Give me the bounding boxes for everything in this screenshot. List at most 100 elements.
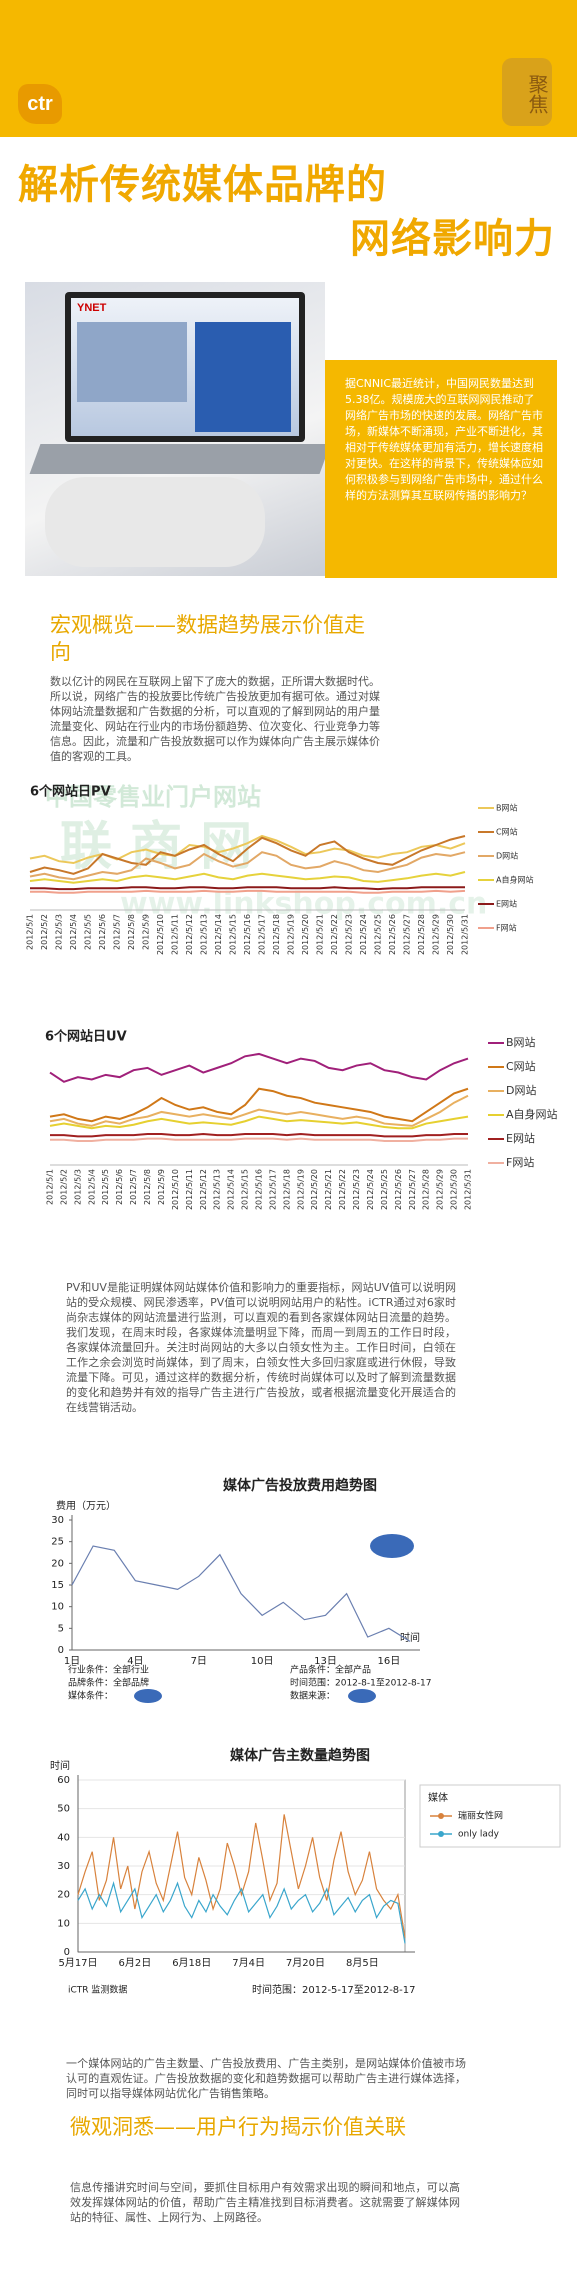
- time-range-text: 时间范围：2012-5-17至2012-8-17: [252, 1983, 416, 1996]
- x-tick-label: 2012/5/21: [324, 1169, 333, 1210]
- series-line: [49, 1052, 469, 1083]
- x-tick-label: 2012/5/1: [46, 1169, 55, 1205]
- header-band: [0, 0, 577, 137]
- x-tick-label: 2012/5/17: [258, 914, 267, 955]
- x-tick-label: 2012/5/19: [287, 914, 296, 955]
- y-tick-label: 60: [57, 1775, 70, 1786]
- legend-label: only lady: [458, 1830, 500, 1840]
- series-line: [49, 1115, 469, 1130]
- x-tick-label: 2012/5/18: [282, 1169, 291, 1210]
- x-tick-label: 2012/5/3: [73, 1169, 82, 1205]
- x-tick-label: 2012/5/15: [241, 1169, 250, 1210]
- series-line: [71, 1545, 411, 1642]
- x-tick-label: 5月17日: [58, 1957, 97, 1969]
- x-tick-label: 2012/5/12: [185, 914, 194, 955]
- x-tick-label: 2012/5/21: [316, 914, 325, 955]
- x-tick-label: 2012/5/1: [26, 914, 35, 950]
- series-line: [50, 1132, 468, 1138]
- sleeve: [45, 477, 265, 567]
- y-tick-label: 20: [57, 1890, 70, 1901]
- screen-ad: [195, 322, 291, 432]
- legend-label: C网站: [496, 827, 518, 837]
- x-tick-label: 2012/5/18: [272, 914, 281, 955]
- x-tick-label: 2012/5/6: [115, 1169, 124, 1205]
- series-line: [30, 889, 466, 894]
- footer-text: 数据来源：: [290, 1690, 335, 1702]
- y-tick-label: 5: [58, 1623, 64, 1634]
- photo: YNET: [25, 282, 331, 576]
- footer-text: 品牌条件：全部品牌: [68, 1677, 149, 1689]
- series-line: [29, 851, 466, 881]
- x-tick-label: 2012/5/29: [436, 1169, 445, 1210]
- legend-label: 瑞丽女性网: [458, 1810, 503, 1822]
- x-tick-label: 2012/5/30: [446, 914, 455, 955]
- series-line: [30, 886, 465, 891]
- legend-label: F网站: [506, 1155, 534, 1169]
- x-tick-label: 2012/5/5: [84, 914, 93, 950]
- chart-title: 6个网站日UV: [45, 1029, 127, 1045]
- x-tick-label: 2012/5/27: [403, 914, 412, 955]
- paragraph: 数以亿计的网民在互联网上留下了庞大的数据，正所谓大数据时代。所以说，网络广告的投…: [50, 675, 380, 763]
- x-tick-label: 2012/5/26: [388, 914, 397, 955]
- x-tick-label: 2012/5/16: [243, 914, 252, 955]
- title-line-1: 解析传统媒体品牌的: [18, 162, 387, 208]
- screen-brand: YNET: [77, 302, 107, 314]
- series-line: [77, 1814, 406, 1938]
- x-tick-label: 13日: [314, 1656, 337, 1667]
- x-tick-label: 1日: [64, 1656, 80, 1667]
- x-tick-label: 2012/5/15: [229, 914, 238, 955]
- x-tick-label: 7月4日: [232, 1957, 265, 1969]
- x-axis-label: 时间: [400, 1631, 420, 1644]
- legend-title: 媒体: [428, 1792, 448, 1804]
- marker-oval: [370, 1534, 414, 1558]
- footer-text: 产品条件：全部产品: [290, 1664, 371, 1676]
- legend-label: D网站: [496, 851, 518, 861]
- intro-box: 据CNNIC最近统计，中国网民数量达到5.38亿。规模庞大的互联网网民推动了网络…: [325, 360, 557, 578]
- x-tick-label: 2012/5/11: [185, 1169, 194, 1210]
- footer-text: 时间范围：2012-8-1至2012-8-17: [290, 1677, 431, 1689]
- laptop-screen: YNET: [65, 292, 305, 442]
- x-tick-label: 2012/5/24: [366, 1169, 375, 1210]
- logo: ctr: [18, 84, 62, 124]
- paragraph: 信息传播讲究时间与空间，要抓住目标用户有效需求出现的瞬间和地点，可以高效发挥媒体…: [70, 2181, 460, 2224]
- x-tick-label: 2012/5/23: [345, 914, 354, 955]
- x-tick-label: 2012/5/19: [296, 1169, 305, 1210]
- legend-label: B网站: [496, 803, 518, 813]
- x-tick-label: 2012/5/2: [59, 1169, 68, 1205]
- x-tick-label: 8月5日: [346, 1957, 379, 1969]
- x-tick-label: 2012/5/20: [310, 1169, 319, 1210]
- series-line: [29, 871, 466, 884]
- y-tick-label: 0: [58, 1645, 64, 1656]
- series-line: [49, 1094, 469, 1127]
- footer-text: 行业条件：全部行业: [68, 1664, 149, 1676]
- x-tick-label: 2012/5/9: [142, 914, 151, 950]
- uv-chart: 6个网站日UV 2012/5/1 2012/5/2 2012/5/3 2012/5/4 2…: [45, 1029, 558, 1211]
- legend-dot: [438, 1813, 444, 1819]
- watermark: 联 商 网: [60, 817, 252, 877]
- marker-oval: [134, 1689, 162, 1703]
- x-tick-label: 2012/5/31: [461, 914, 470, 955]
- watermark: 中国零售业门户网站: [45, 783, 261, 811]
- x-tick-label: 2012/5/5: [101, 1169, 110, 1205]
- x-tick-label: 2012/5/28: [417, 914, 426, 955]
- x-tick-label: 2012/5/9: [157, 1169, 166, 1205]
- x-tick-label: 2012/5/3: [55, 914, 64, 950]
- x-tick-label: 2012/5/7: [129, 1169, 138, 1205]
- legend-label: A自身网站: [496, 875, 533, 885]
- y-tick-label: 15: [51, 1580, 64, 1591]
- x-tick-label: 2012/5/4: [87, 1169, 96, 1205]
- y-tick-label: 10: [57, 1918, 70, 1929]
- x-tick-label: 4日: [127, 1656, 143, 1667]
- y-axis-label: 时间: [50, 1759, 70, 1772]
- series-line: [50, 1137, 468, 1142]
- x-tick-label: 2012/5/22: [338, 1169, 347, 1210]
- x-tick-label: 2012/5/14: [227, 1169, 236, 1210]
- x-tick-label: 2012/5/24: [359, 914, 368, 955]
- title-line-2: 网络影响力: [350, 216, 555, 262]
- x-tick-label: 2012/5/25: [380, 1169, 389, 1210]
- x-tick-label: 2012/5/17: [268, 1169, 277, 1210]
- y-axis-label: 费用（万元）: [56, 1499, 116, 1512]
- x-tick-label: 2012/5/11: [171, 914, 180, 955]
- series-line: [77, 1880, 406, 1944]
